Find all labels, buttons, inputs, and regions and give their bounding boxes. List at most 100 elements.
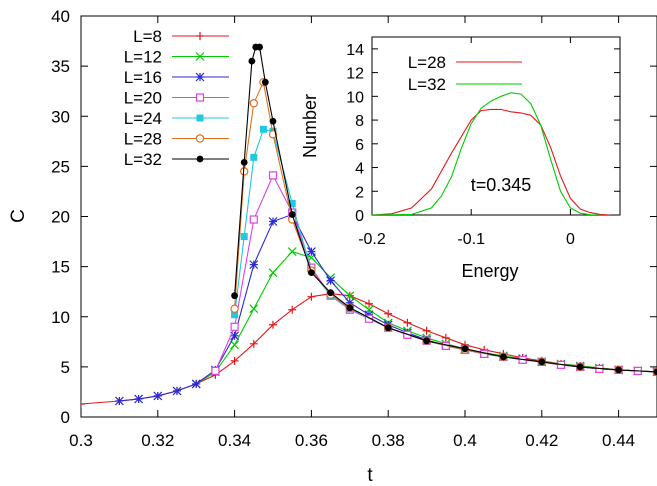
data-point-l-24 [250,153,258,161]
data-point-l-32 [288,211,296,218]
data-point-l-16 [326,276,336,286]
data-point-l-32 [538,358,546,366]
data-point-l-16 [114,396,124,406]
data-point-l-20 [230,322,239,331]
y-tick-label: 15 [51,258,70,277]
data-point-l-20 [268,171,278,180]
data-point-l-16 [345,298,355,308]
data-point-l-8 [230,356,239,365]
series-l-16 [114,210,657,406]
series-line-l-16 [119,213,657,402]
x-tick-label: 0.4 [453,431,477,450]
data-point-l-8 [365,299,373,308]
legend-label-l-8: L=8 [133,27,162,46]
legend-marker-l-8 [196,32,204,40]
inset-plot: 0 2 4 6 8 10 12 14 -0.2 -0.1 0 Energy Number L=28 L=32… [300,36,621,281]
data-point-l-24 [259,125,267,133]
data-point-l-28 [230,304,239,313]
data-point-l-12 [287,247,297,257]
x-tick-label: 0.32 [141,431,174,450]
data-point-l-32 [240,158,248,166]
data-point-l-16 [268,217,278,226]
legend-marker-l-12 [195,52,205,61]
data-point-l-24 [288,199,296,207]
data-point-l-8 [422,326,431,335]
legend-label-l-12: L=12 [124,48,162,67]
data-point-l-16 [249,260,259,270]
legend-label-l-24: L=24 [124,109,162,128]
y-tick-label: 5 [61,358,70,377]
inset-y-tick-label: 0 [355,208,364,225]
series-line-l-12 [195,250,657,385]
data-point-l-16 [191,379,201,389]
data-point-l-12 [249,304,259,314]
data-point-l-32 [384,324,392,332]
data-point-l-8 [441,333,450,342]
legend-marker-l-20 [195,93,205,102]
series-l-32 [231,43,657,376]
inset-annotation: t=0.345 [471,175,532,195]
data-point-l-32 [653,368,657,376]
y-tick-label: 20 [51,208,70,227]
inset-frame [371,36,621,216]
inset-y-tick-label: 14 [346,42,364,59]
legend-label-l-32: L=32 [124,150,162,169]
data-point-l-8 [81,399,85,408]
data-point-l-16 [230,331,240,341]
legend-marker-l-32 [196,155,204,163]
data-point-l-8 [269,320,277,329]
data-point-l-32 [261,78,269,86]
y-tick-label: 10 [51,308,70,327]
data-point-l-24 [231,311,239,319]
data-point-l-8 [307,292,316,301]
inset-y-tick-label: 4 [355,161,364,178]
data-point-l-32 [346,304,354,312]
series-l-12 [191,247,657,389]
x-tick-label: 0.34 [218,431,251,450]
data-point-l-32 [461,345,469,353]
data-point-l-12 [345,291,355,301]
inset-x-axis-title: Energy [461,261,518,281]
x-tick-label: 0.42 [525,431,558,450]
inset-legend: L=28 L=32 [408,53,522,94]
x-tick-label: 0.36 [295,431,328,450]
data-point-l-32 [576,363,584,371]
inset-y-tick-label: 2 [355,184,364,201]
y-tick-label: 35 [51,57,70,76]
data-point-l-8 [403,318,412,327]
main-series-area [81,43,657,408]
data-point-l-16 [153,391,163,401]
y-axis-title: C [8,209,29,223]
legend-label-l-16: L=16 [124,68,162,87]
data-point-l-12 [230,340,240,350]
x-axis-title: t [367,465,373,486]
data-point-l-32 [327,289,334,297]
data-point-l-32 [269,117,277,125]
legend-marker-l-16 [195,72,205,82]
inset-x-tick-label: 0 [566,231,575,248]
y-tick-label: 40 [51,7,70,26]
inset-x-tick-label: -0.2 [358,231,386,248]
data-point-l-20 [211,366,220,375]
data-point-l-8 [384,309,393,318]
data-point-l-32 [231,292,239,300]
x-tick-label: 0.38 [372,431,405,450]
data-point-l-32 [423,337,430,345]
data-point-l-16 [134,394,144,404]
data-point-l-28 [249,99,258,108]
data-point-l-32 [615,366,622,374]
data-point-l-32 [500,353,507,361]
y-tick-label: 25 [51,157,70,176]
inset-series-line-l-32 [372,92,601,215]
inset-y-axis-title: Number [300,94,320,158]
inset-y-tick-label: 8 [355,113,364,130]
data-point-l-16 [172,386,182,396]
data-point-l-12 [268,268,278,278]
inset-y-tick-label: 6 [355,137,364,154]
data-point-l-16 [306,247,316,257]
legend-label-l-28: L=28 [124,130,162,149]
inset-legend-label-l-32: L=32 [408,75,446,94]
data-point-l-24 [240,233,248,241]
